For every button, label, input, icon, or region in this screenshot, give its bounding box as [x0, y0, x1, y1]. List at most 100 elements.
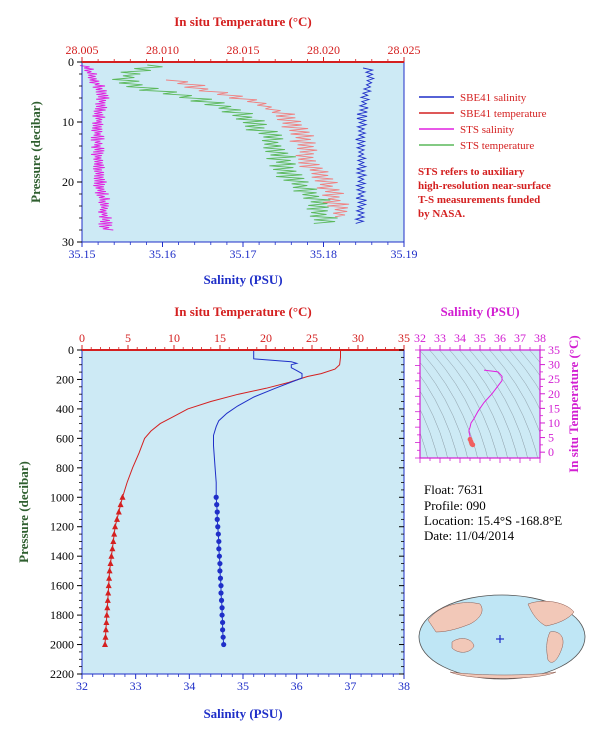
ts-temperature-axis-tick-label: 25 [548, 372, 560, 386]
bottom-temperature-marker [104, 596, 111, 603]
ts-salinity-axis-tick-label: 37 [514, 331, 526, 345]
legend-label-sts-salinity: STS salinity [460, 124, 515, 136]
ts-salinity-axis-tick-label: 36 [494, 331, 506, 345]
bottom-salinity-axis-tick-label: 34 [183, 679, 195, 693]
bottom-salinity-axis-tick-label: 33 [130, 679, 142, 693]
top-temperature-axis-tick-label: 28.005 [66, 43, 99, 57]
top-temperature-axis-tick-label: 28.025 [388, 43, 421, 57]
bottom-salinity-marker [213, 494, 219, 500]
bottom-salinity-line [213, 350, 303, 498]
ts-density-contours [420, 350, 540, 458]
bottom-salinity-marker [214, 509, 220, 515]
top-salinity-axis-tick-label: 35.19 [391, 247, 418, 261]
ts-temperature-axis-title: In situ Temperature (°C) [566, 335, 581, 473]
float-id: Float: 7631 [424, 482, 484, 497]
bottom-salinity-marker [220, 627, 226, 633]
bottom-temperature-axis-tick-label: 30 [352, 331, 364, 345]
top-panel: 35.15 35.16 35.17 35.18 35.19 28.005 28.010 28.… [28, 14, 551, 287]
bottom-temperature-marker [108, 552, 115, 559]
map-float-marker [496, 635, 504, 643]
bottom-panel: 32 33 34 35 36 37 38 0 5 10 15 20 25 30 35 0 200 400 600 80… [16, 304, 410, 721]
ts-density-contour [420, 350, 478, 458]
bottom-temperature-axis-tick-label: 35 [398, 331, 410, 345]
top-temperature-axis-tick-label: 28.010 [146, 43, 179, 57]
bottom-temperature-marker [109, 545, 116, 552]
ts-series-group [467, 369, 503, 448]
bottom-salinity-axis-tick-label: 32 [76, 679, 88, 693]
bottom-salinity-axis-tick-label: 38 [398, 679, 410, 693]
bottom-temperature-axis-title: In situ Temperature (°C) [174, 304, 312, 319]
top-temperature-axis-tick-label: 28.020 [307, 43, 340, 57]
bottom-pressure-axis-tick-label: 600 [56, 431, 74, 445]
top-series-sts-temperature [112, 64, 338, 224]
legend-label-sbe41-temperature: SBE41 temperature [460, 108, 547, 120]
bottom-salinity-marker [215, 531, 221, 537]
ts-temperature-axis-tick-label: 0 [548, 445, 554, 459]
bottom-temperature-marker [110, 538, 117, 544]
map-land-north-america [527, 601, 575, 627]
bottom-salinity-axis-tick-label: 37 [344, 679, 356, 693]
bottom-temperature-marker [106, 567, 113, 574]
ts-temperature-axis-tick-label: 30 [548, 358, 560, 372]
bottom-salinity-marker [220, 634, 226, 640]
bottom-temperature-marker [102, 641, 108, 647]
bottom-pressure-axis-tick-label: 2000 [50, 638, 74, 652]
ts-density-contour [449, 350, 508, 458]
map-land-asia [427, 602, 483, 633]
top-salinity-axis-tick-label: 35.15 [69, 247, 96, 261]
top-series-sts-salinity [79, 65, 114, 231]
ts-density-contour [519, 350, 540, 376]
top-pressure-axis-tick-label: 0 [68, 55, 74, 69]
location: Location: 15.4°S -168.8°E [424, 513, 562, 528]
top-series-sbe41-temperature [165, 79, 350, 218]
bottom-salinity-axis-tick-label: 35 [237, 679, 249, 693]
bottom-salinity-marker [216, 553, 222, 559]
bottom-salinity-marker [220, 619, 226, 626]
top-temperature-axis-tick-label: 28.015 [227, 43, 260, 57]
top-series-group [79, 64, 376, 231]
top-pressure-axis-tick-label: 20 [62, 175, 74, 189]
bottom-temperature-marker [119, 493, 126, 500]
top-salinity-axis-tick-label: 35.17 [230, 247, 257, 261]
bottom-salinity-marker [217, 568, 223, 574]
bottom-salinity-marker [221, 641, 227, 648]
sts-note-line-2: high-resolution near-surface [418, 180, 551, 192]
ts-density-contour [420, 361, 468, 458]
float-info: Float: 7631 Profile: 090 Location: 15.4°… [424, 482, 562, 543]
bottom-salinity-marker [214, 516, 220, 522]
bottom-temperature-axis-tick-label: 0 [79, 331, 85, 345]
ts-density-contour [429, 350, 488, 458]
bottom-series-group [102, 350, 341, 648]
bottom-temperature-marker [104, 604, 111, 611]
bottom-axes-group: 32 33 34 35 36 37 38 0 5 10 15 20 25 30 35 0 200 400 600 80… [50, 331, 410, 693]
bottom-salinity-marker [215, 524, 221, 530]
sts-note-line-4: by NASA. [418, 208, 465, 220]
top-salinity-axis-tick-label: 35.18 [310, 247, 337, 261]
bottom-pressure-axis-tick-label: 1600 [50, 579, 74, 593]
ts-temperature-axis-tick-label: 10 [548, 416, 560, 430]
date: Date: 11/04/2014 [424, 528, 515, 543]
bottom-salinity-marker [214, 502, 220, 508]
legend-label-sts-temperature: STS temperature [460, 140, 534, 152]
bottom-temperature-axis-tick-label: 15 [214, 331, 226, 345]
map-land-south-america [546, 631, 564, 663]
ts-density-contour [479, 350, 538, 458]
bottom-salinity-marker [218, 590, 224, 596]
bottom-salinity-marker [219, 612, 225, 618]
bottom-pressure-axis-tick-label: 1400 [50, 549, 74, 563]
bottom-salinity-marker [216, 546, 222, 552]
ts-temperature-axis-tick-label: 15 [548, 401, 560, 415]
top-salinity-axis-title: Salinity (PSU) [203, 272, 282, 287]
ts-salinity-axis-tick-label: 34 [454, 331, 466, 345]
ts-deep-marker [470, 442, 476, 448]
ts-density-contour [509, 350, 540, 392]
bottom-temperature-marker [111, 530, 118, 537]
bottom-temperature-marker [102, 626, 109, 633]
sts-note-line-3: T-S measurements funded [418, 194, 540, 206]
bottom-temperature-line [122, 350, 341, 498]
bottom-pressure-axis-tick-label: 1000 [50, 490, 74, 504]
bottom-pressure-axis-tick-label: 800 [56, 461, 74, 475]
bottom-salinity-marker [216, 538, 222, 545]
